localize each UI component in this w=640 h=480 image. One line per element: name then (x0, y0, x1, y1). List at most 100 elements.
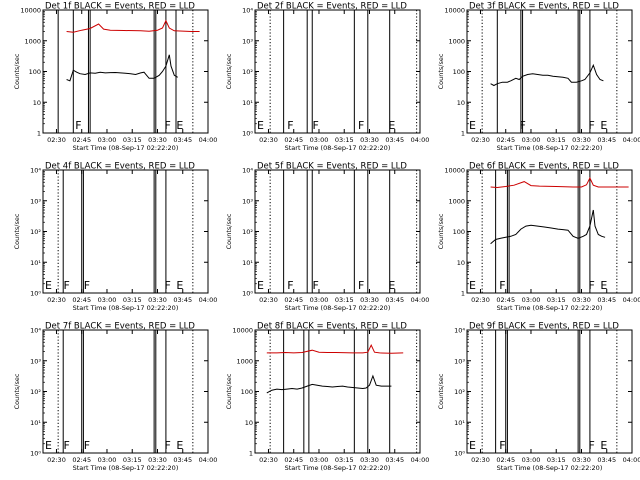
x-tick-label: 03:15 (547, 136, 566, 144)
y-tick-label: 10² (30, 388, 41, 396)
x-axis-label: Start Time (08-Sep-17 02:22:20) (285, 464, 391, 472)
y-tick-label: 10³ (454, 357, 465, 365)
x-tick-label: 04:00 (623, 456, 640, 464)
x-axis-label: Start Time (08-Sep-17 02:22:20) (497, 464, 603, 472)
flare-marker: F (84, 279, 90, 292)
x-tick-label: 03:30 (360, 136, 379, 144)
x-tick-label: 02:30 (259, 456, 278, 464)
x-tick-label: 02:45 (72, 456, 91, 464)
events-series-line (66, 54, 178, 82)
y-tick-label: 10 (245, 419, 253, 427)
y-tick-label: 10 (457, 259, 465, 267)
lld-series-line (66, 19, 200, 33)
panel-7: Det 7f BLACK = Events, RED = LLD 10⁰ 10¹ 10… (13, 322, 217, 473)
x-tick-label: 02:45 (284, 456, 303, 464)
x-tick-label: 03:15 (123, 136, 142, 144)
x-tick-label: 03:15 (335, 136, 354, 144)
x-tick-label: 03:15 (547, 296, 566, 304)
flare-marker: F (84, 439, 90, 452)
y-tick-label: 10³ (30, 357, 41, 365)
y-tick-label: 10000 (444, 7, 465, 15)
x-tick-label: 02:45 (496, 136, 515, 144)
plot-frame (466, 329, 633, 454)
y-tick-label: 1000 (448, 37, 465, 45)
x-tick-label: 03:45 (173, 136, 192, 144)
x-tick-label: 02:45 (284, 136, 303, 144)
eclipse-marker: E (469, 439, 476, 452)
y-tick-label: 10 (33, 99, 41, 107)
eclipse-marker: E (257, 279, 264, 292)
y-tick-label: 10000 (444, 167, 465, 175)
flare-marker: F (64, 439, 70, 452)
panel-9: Det 9f BLACK = Events, RED = LLD 10⁰ 10¹ 10… (437, 322, 640, 473)
y-axis-label: Counts/sec (13, 373, 21, 409)
x-tick-label: 04:00 (411, 456, 430, 464)
x-tick-label: 04:00 (623, 136, 640, 144)
flare-marker: F (287, 279, 293, 292)
panel-1: Det 1f BLACK = Events, RED = LLD 1 10 100 10… (13, 2, 217, 153)
y-tick-label: 1000 (236, 357, 253, 365)
plot-frame (466, 9, 633, 134)
x-tick-label: 03:45 (385, 296, 404, 304)
x-tick-label: 03:15 (123, 456, 142, 464)
y-axis-label: Counts/sec (225, 53, 233, 89)
x-tick-label: 03:45 (385, 136, 404, 144)
plot-frame (42, 9, 209, 134)
x-tick-label: 03:30 (360, 456, 379, 464)
y-tick-label: 10⁰ (30, 290, 41, 298)
x-tick-label: 03:15 (123, 296, 142, 304)
panel-title: Det 6f BLACK = Events, RED = LLD (469, 162, 619, 172)
x-tick-label: 04:00 (623, 296, 640, 304)
y-tick-label: 10⁴ (242, 7, 253, 15)
y-tick-label: 10⁴ (30, 327, 41, 335)
y-tick-label: 10000 (20, 7, 41, 15)
x-tick-label: 04:00 (199, 136, 218, 144)
x-tick-label: 03:45 (597, 136, 616, 144)
x-tick-label: 03:30 (360, 296, 379, 304)
flare-marker: F (499, 279, 505, 292)
y-tick-label: 10000 (232, 327, 253, 335)
flare-marker: F (589, 119, 595, 132)
y-tick-label: 1000 (448, 197, 465, 205)
y-tick-label: 1 (461, 130, 465, 138)
x-tick-label: 03:45 (597, 296, 616, 304)
y-axis-label: Counts/sec (437, 213, 445, 249)
panel-4: Det 4f BLACK = Events, RED = LLD 10⁰ 10¹ 10… (13, 162, 217, 313)
x-tick-label: 03:00 (310, 136, 329, 144)
y-axis-label: Counts/sec (437, 373, 445, 409)
x-tick-label: 03:15 (335, 456, 354, 464)
eclipse-marker: E (176, 119, 183, 132)
flare-marker: F (589, 279, 595, 292)
x-tick-label: 02:30 (471, 136, 490, 144)
flare-marker: F (589, 439, 595, 452)
x-tick-label: 03:45 (173, 456, 192, 464)
flare-marker: F (520, 119, 526, 132)
flare-marker: F (313, 279, 319, 292)
x-axis-label: Start Time (08-Sep-17 02:22:20) (73, 304, 179, 312)
panel-5: Det 5f BLACK = Events, RED = LLD 10⁰ 10¹ 10… (225, 162, 429, 313)
panel-title: Det 1f BLACK = Events, RED = LLD (45, 2, 195, 12)
panel-2: Det 2f BLACK = Events, RED = LLD 10⁰ 10¹ 10… (225, 2, 429, 153)
panel-3: Det 3f BLACK = Events, RED = LLD 1 10 100 10… (437, 2, 640, 153)
x-tick-label: 03:00 (98, 456, 117, 464)
x-tick-label: 02:45 (496, 456, 515, 464)
panel-title: Det 2f BLACK = Events, RED = LLD (257, 2, 407, 12)
y-axis-label: Counts/sec (13, 53, 21, 89)
flare-marker: F (165, 279, 171, 292)
x-tick-label: 03:00 (98, 136, 117, 144)
eclipse-marker: E (45, 279, 52, 292)
flare-marker: F (499, 439, 505, 452)
y-tick-label: 10⁰ (454, 450, 465, 458)
lld-series-line (490, 176, 629, 189)
y-tick-label: 10¹ (454, 419, 465, 427)
x-tick-label: 02:30 (471, 296, 490, 304)
x-tick-label: 03:00 (98, 296, 117, 304)
x-tick-label: 04:00 (411, 136, 430, 144)
y-tick-label: 100 (29, 68, 41, 76)
x-tick-label: 03:00 (522, 136, 541, 144)
x-axis-label: Start Time (08-Sep-17 02:22:20) (285, 144, 391, 152)
y-axis-label: Counts/sec (437, 53, 445, 89)
x-tick-label: 03:30 (148, 296, 167, 304)
eclipse-marker: E (600, 439, 607, 452)
